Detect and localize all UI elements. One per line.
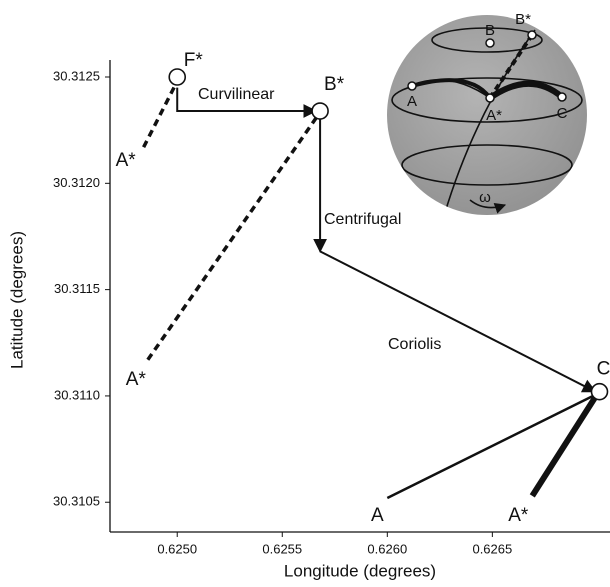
x-axis-label: Longitude (degrees) bbox=[284, 561, 436, 580]
x-tick-label: 0.6255 bbox=[262, 541, 302, 556]
segment bbox=[144, 81, 178, 147]
marker-label: B* bbox=[324, 74, 345, 95]
x-tick-label: 0.6260 bbox=[367, 541, 407, 556]
marker bbox=[591, 384, 607, 400]
inset-label: C bbox=[557, 105, 568, 122]
marker-label: A* bbox=[126, 369, 147, 390]
segment bbox=[148, 115, 318, 360]
y-tick-label: 30.3110 bbox=[54, 387, 100, 402]
x-tick-label: 0.6265 bbox=[472, 541, 512, 556]
marker-label: F* bbox=[184, 50, 204, 71]
y-tick-label: 30.3125 bbox=[53, 68, 100, 83]
marker bbox=[312, 103, 328, 119]
x-tick-label: 0.6250 bbox=[157, 541, 197, 556]
inset-label: B bbox=[485, 22, 495, 39]
marker-label: C bbox=[597, 359, 610, 380]
y-tick-label: 30.3115 bbox=[54, 281, 100, 296]
chart: 30.3105 30.3110 30.3115 30.3120 30.3125 0.625… bbox=[0, 0, 610, 582]
y-tick-label: 30.3105 bbox=[53, 494, 100, 509]
marker bbox=[169, 69, 185, 85]
inset-label: A* bbox=[486, 107, 502, 124]
vector-label: Centrifugal bbox=[324, 211, 401, 228]
marker-label: A* bbox=[508, 505, 529, 526]
marker-label: A bbox=[371, 505, 384, 526]
vector-label: Coriolis bbox=[388, 336, 441, 353]
vector-label: Curvilinear bbox=[198, 86, 275, 103]
vector-arrow bbox=[320, 251, 595, 391]
y-axis-label: Latitude (degrees) bbox=[7, 231, 26, 369]
inset-label: A bbox=[407, 93, 417, 110]
inset-label: ω bbox=[479, 189, 491, 206]
inset-label: B* bbox=[515, 11, 531, 28]
y-tick-label: 30.3120 bbox=[53, 175, 100, 190]
marker-label: A* bbox=[116, 150, 137, 171]
